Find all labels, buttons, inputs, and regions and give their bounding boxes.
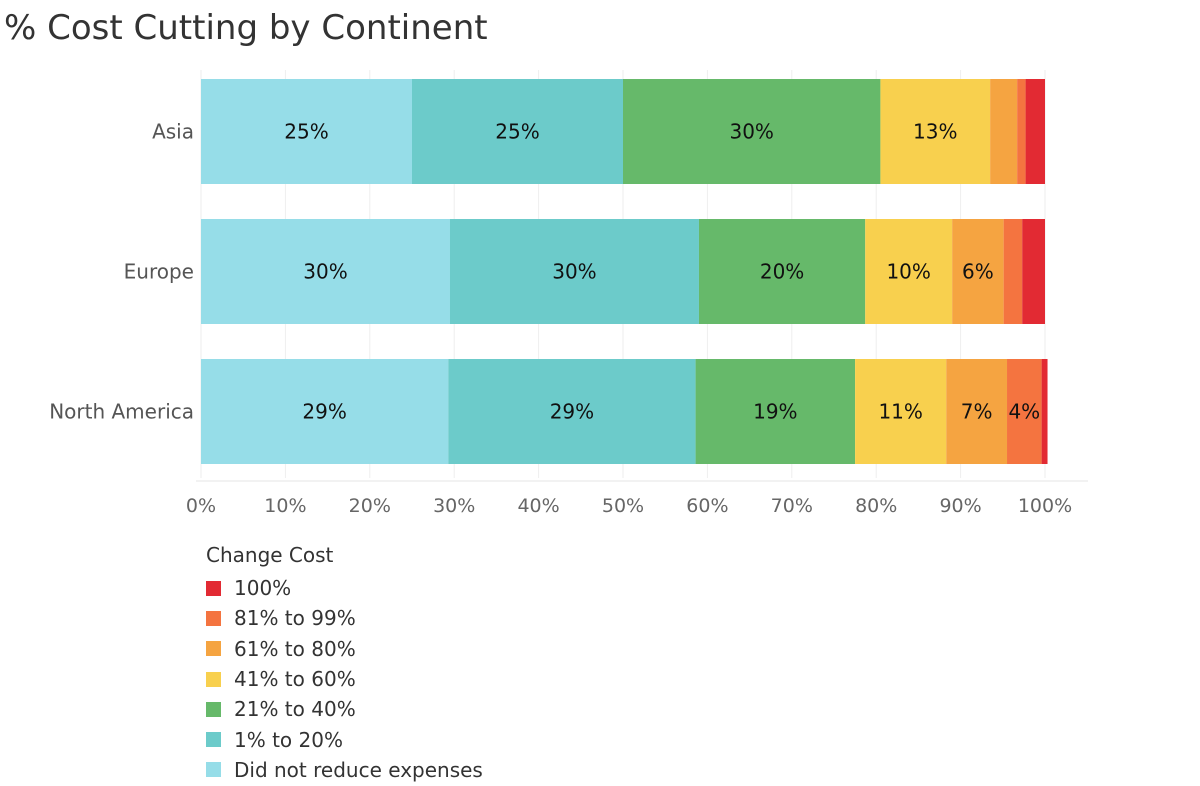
bar-segment [698,219,866,324]
legend-swatch [206,762,221,778]
legend-swatch [206,732,221,748]
legend-label: 61% to 80% [234,636,356,661]
bar-segment [201,219,450,324]
legend-item[interactable]: Did not reduce expenses [206,755,483,785]
chart-title: % Cost Cutting by Continent [4,8,488,48]
x-tick-label: 70% [771,495,813,517]
legend-swatch [206,701,221,717]
bar-segment [449,219,699,324]
x-tick-label: 50% [602,495,644,517]
bar-data-label: 13% [913,120,957,144]
x-tick-label: 10% [264,495,306,517]
x-tick-label: 80% [855,495,897,517]
legend-label: 100% [234,576,292,601]
bar-segment [855,359,947,464]
bar-series [201,79,1048,464]
stacked-bar-chart: 25% 25% 30% 13% 30% 30% 20% 10% 6% 29% 29% 19% 11% 7%… [49,70,1088,517]
legend-label: Did not reduce expenses [234,757,483,782]
bar-segment [946,359,1008,464]
bar-segment [695,359,856,464]
bar-data-label: 11% [878,400,922,424]
bar-segment [880,79,991,184]
bar-segment [412,79,623,184]
bar-data-label: 29% [302,400,346,424]
bar-segment [865,219,953,324]
bar-data-label: 30% [303,260,347,284]
legend-swatch [206,671,221,687]
bar-data-label: 7% [961,400,993,424]
legend-items: 100% 81% to 99% 61% to 80% 41% to 60% 21% to… [206,573,483,785]
bar-segment [1041,359,1048,464]
bar-data-label: 30% [729,120,773,144]
legend-label: 21% to 40% [234,697,356,722]
bar-data-label: 19% [753,400,797,424]
legend-item[interactable]: 81% to 99% [206,603,483,633]
bar-segment [990,79,1018,184]
x-tick-label: 0% [186,495,216,517]
legend-swatch [206,641,221,657]
bar-segment [201,79,412,184]
bar-segment [448,359,696,464]
x-tick-label: 40% [517,495,559,517]
x-tick-label: 90% [939,495,981,517]
category-axis-labels: Asia Europe North America [49,120,194,424]
legend: Change Cost 100% 81% to 99% 61% to 80% 41% … [206,543,483,785]
bar-segment [1025,79,1045,184]
legend-swatch [206,580,221,596]
x-axis-tick-labels: 0% 10% 20% 30% 40% 50% 60% 70% 80% 90% 100% [186,495,1072,517]
bar-segment [1007,359,1042,464]
x-tick-label: 20% [349,495,391,517]
bar-segment [201,359,449,464]
data-labels: 25% 25% 30% 13% 30% 30% 20% 10% 6% 29% 29% 19% 11% 7%… [284,120,1040,424]
legend-item[interactable]: 61% to 80% [206,634,483,664]
bar-data-label: 4% [1008,400,1040,424]
bar-data-label: 25% [284,120,328,144]
legend-label: 41% to 60% [234,667,356,692]
legend-item[interactable]: 100% [206,573,483,603]
legend-item[interactable]: 21% to 40% [206,694,483,724]
bar-data-label: 30% [552,260,596,284]
bar-data-label: 20% [760,260,804,284]
legend-label: 1% to 20% [234,727,343,752]
bar-segment [623,79,881,184]
category-label: Europe [124,260,194,284]
bar-data-label: 6% [962,260,994,284]
category-label: North America [49,400,194,424]
category-label: Asia [152,120,194,144]
bar-data-label: 10% [886,260,930,284]
legend-item[interactable]: 1% to 20% [206,724,483,754]
x-tick-label: 60% [686,495,728,517]
legend-title: Change Cost [206,543,334,567]
bar-segment [1022,219,1045,324]
bar-data-label: 25% [495,120,539,144]
bar-segment [1003,219,1023,324]
x-tick-label: 100% [1018,495,1072,517]
legend-item[interactable]: 41% to 60% [206,664,483,694]
bar-data-label: 29% [550,400,594,424]
legend-label: 81% to 99% [234,606,356,631]
bar-segment [952,219,1004,324]
legend-swatch [206,610,221,626]
bar-segment [1017,79,1026,184]
x-tick-label: 30% [433,495,475,517]
